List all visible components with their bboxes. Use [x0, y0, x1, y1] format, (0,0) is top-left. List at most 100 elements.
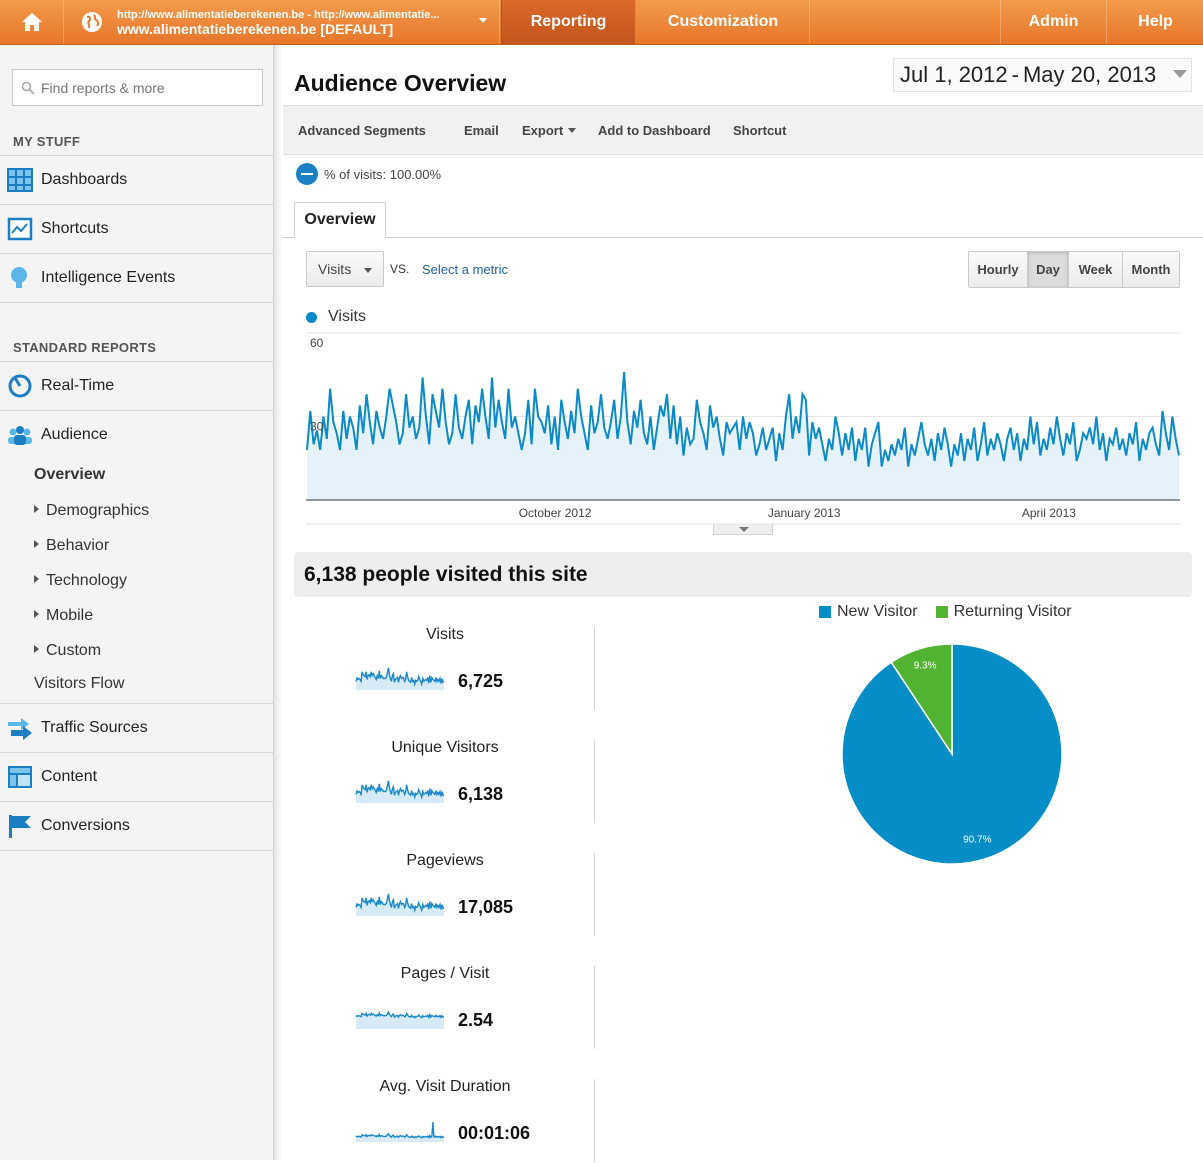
visitor-type-pie-chart: 90.7% 9.3% — [841, 643, 1063, 865]
advanced-segments-button[interactable]: Advanced Segments — [298, 123, 426, 138]
export-label: Export — [522, 123, 564, 138]
metric-value: 6,138 — [458, 784, 504, 804]
metric-label: Pages / Visit — [400, 965, 490, 982]
summary-title: 6,138 people visited this site — [294, 552, 1192, 597]
segment-indicator[interactable]: % of visits: 100.00% — [296, 163, 441, 185]
account-selector[interactable]: http://www.alimentatieberekenen.be - htt… — [65, 0, 500, 44]
metric-visits[interactable]: Visits 6,725 — [340, 626, 550, 711]
sparkline — [355, 1010, 445, 1029]
metric-unique-visitors[interactable]: Unique Visitors 6,138 — [340, 739, 550, 824]
chevron-down-icon — [568, 128, 577, 133]
sidebar-item-audience[interactable]: Audience — [0, 410, 273, 459]
traffic-arrows-icon — [8, 718, 32, 740]
legend-label-returning: Returning Visitor — [953, 603, 1072, 620]
page-title: Audience Overview — [294, 70, 507, 96]
expand-arrow-icon — [34, 645, 39, 653]
export-button[interactable]: Export — [522, 123, 577, 138]
expand-arrow-icon — [34, 575, 39, 583]
hourly-button[interactable]: Hourly — [969, 252, 1028, 287]
day-button[interactable]: Day — [1028, 252, 1069, 287]
report-toolbar: Advanced Segments Email Export Add to Da… — [283, 105, 1203, 155]
vs-label: VS. — [390, 262, 410, 276]
tab-customization[interactable]: Customization — [637, 0, 810, 44]
sparkline — [355, 893, 445, 916]
sidebar-item-real-time[interactable]: Real-Time — [0, 361, 273, 410]
sparkline-area — [356, 1122, 444, 1142]
week-button[interactable]: Week — [1069, 252, 1123, 287]
top-navigation-bar: http://www.alimentatieberekenen.be - htt… — [0, 0, 1203, 45]
metric-value: 17,085 — [458, 897, 514, 917]
content-page-icon — [8, 766, 32, 788]
tab-reporting[interactable]: Reporting — [501, 0, 636, 44]
tab-admin[interactable]: Admin — [1000, 0, 1107, 44]
x-tick-label: January 2013 — [768, 506, 841, 520]
tab-help[interactable]: Help — [1138, 13, 1173, 30]
sidebar-item-dashboards[interactable]: Dashboards — [0, 155, 273, 204]
pie-slice-returning-visitor[interactable] — [890, 643, 953, 757]
sidebar-item-label: Real-Time — [41, 377, 115, 394]
date-separator: - — [1011, 62, 1019, 87]
sidebar-subitem-technology[interactable]: Technology — [34, 572, 127, 590]
sidebar-item-label: Content — [41, 768, 98, 785]
email-button[interactable]: Email — [464, 123, 499, 138]
sidebar-item-content[interactable]: Content — [0, 752, 273, 801]
sidebar-item-label: Shortcuts — [41, 220, 109, 237]
shortcut-button[interactable]: Shortcut — [733, 123, 787, 138]
y-tick-label: 60 — [310, 336, 324, 350]
legend-label: Visits — [328, 308, 366, 325]
date-range-picker[interactable]: Jul 1, 2012 - May 20, 2013 — [893, 58, 1192, 92]
legend-swatch-new — [819, 606, 831, 618]
metric-select[interactable]: Visits — [306, 251, 384, 287]
chart-resize-handle[interactable] — [713, 524, 773, 535]
expand-arrow-icon — [34, 505, 39, 513]
sidebar-subitem-visitors-flow[interactable]: Visitors Flow — [34, 675, 125, 692]
search-input[interactable] — [41, 79, 251, 96]
add-to-dashboard-button[interactable]: Add to Dashboard — [598, 123, 711, 138]
sidebar-subitem-mobile[interactable]: Mobile — [34, 607, 93, 625]
date-end: May 20, 2013 — [1022, 62, 1157, 87]
sidebar-subitem-label: Technology — [46, 572, 127, 589]
metric-pages-visit[interactable]: Pages / Visit 2.54 — [340, 965, 550, 1050]
metric-pageviews[interactable]: Pageviews 17,085 — [340, 852, 550, 937]
divider — [0, 850, 273, 851]
home-button[interactable] — [0, 0, 64, 44]
sidebar-subitem-custom[interactable]: Custom — [34, 642, 101, 660]
sidebar-item-label: Intelligence Events — [41, 269, 176, 286]
section-my-stuff: MY STUFF — [13, 134, 81, 149]
date-start: Jul 1, 2012 — [900, 62, 1008, 87]
y-tick-label: 30 — [310, 420, 324, 434]
sparkline-line — [355, 667, 445, 687]
sparkline — [355, 1122, 445, 1142]
sparkline-line — [355, 1010, 445, 1020]
metric-label: Avg. Visit Duration — [379, 1078, 511, 1095]
legend-label-new: New Visitor — [837, 603, 918, 620]
sidebar-subitem-behavior[interactable]: Behavior — [34, 537, 109, 555]
metric-divider — [594, 740, 595, 823]
sidebar-subitem-overview[interactable]: Overview — [34, 466, 106, 483]
sidebar-item-shortcuts[interactable]: Shortcuts — [0, 204, 273, 253]
sidebar-subitem-label: Custom — [46, 642, 102, 659]
tab-overview[interactable]: Overview — [294, 202, 386, 238]
divider — [0, 302, 273, 303]
globe-icon — [82, 12, 102, 32]
sidebar-item-conversions[interactable]: Conversions — [0, 801, 273, 850]
dashboard-grid-icon — [7, 168, 33, 192]
metric-label: Visits — [426, 626, 464, 643]
sidebar-item-label: Traffic Sources — [41, 719, 148, 736]
segment-pie-icon — [296, 163, 318, 185]
lightbulb-icon — [11, 267, 27, 288]
segment-text: % of visits: 100.00% — [324, 166, 442, 182]
select-metric-link[interactable]: Select a metric — [422, 262, 508, 277]
sidebar-subitem-demographics[interactable]: Demographics — [34, 502, 149, 520]
metric-avg-visit-duration[interactable]: Avg. Visit Duration 00:01:06 — [340, 1078, 550, 1163]
account-url: http://www.alimentatieberekenen.be - htt… — [117, 9, 440, 21]
month-button[interactable]: Month — [1123, 252, 1179, 287]
people-icon — [8, 426, 32, 445]
sidebar-item-traffic-sources[interactable]: Traffic Sources — [0, 703, 273, 752]
chevron-down-icon — [479, 18, 487, 23]
sidebar-subitem-label: Mobile — [46, 607, 94, 624]
sidebar-subitem-label: Demographics — [46, 502, 150, 519]
search-box[interactable] — [12, 69, 263, 106]
metric-divider — [594, 627, 595, 710]
sidebar-item-intelligence-events[interactable]: Intelligence Events — [0, 253, 273, 302]
